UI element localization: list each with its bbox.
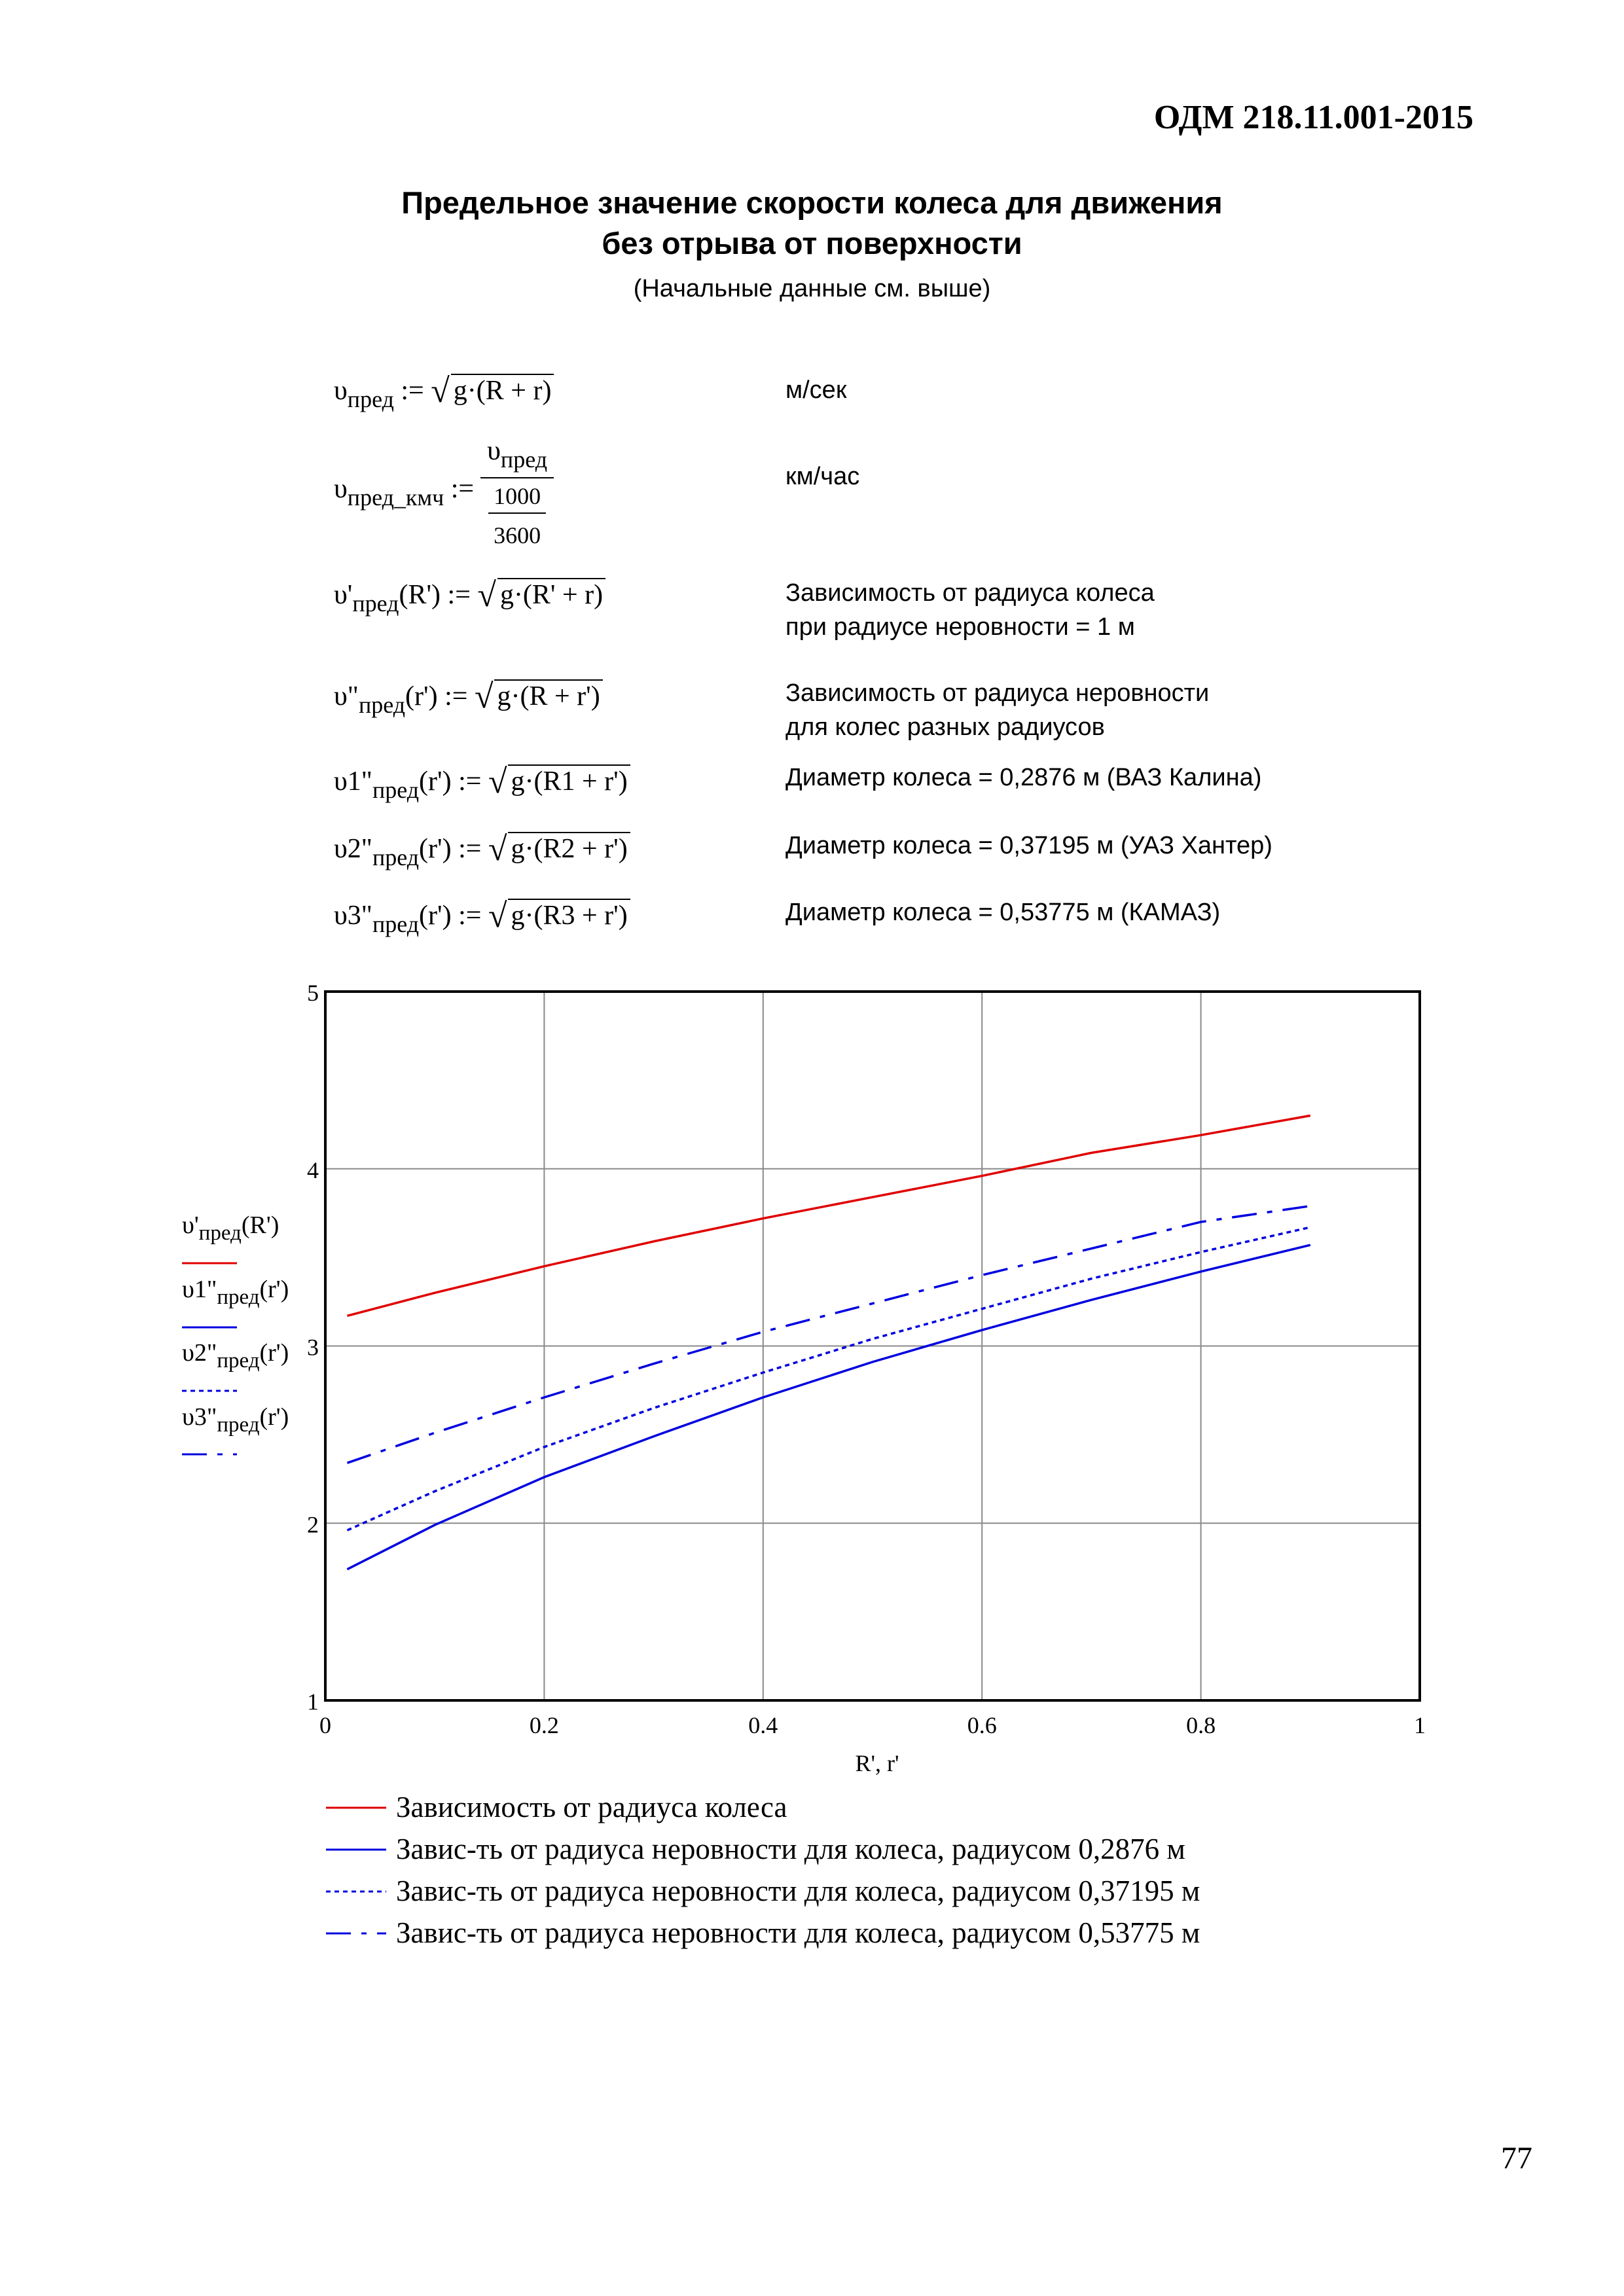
formula-note: Диаметр колеса = 0,53775 м (КАМАЗ) (785, 899, 1221, 926)
y-tick-label: 1 (307, 1689, 319, 1715)
y-tick-label: 4 (307, 1157, 319, 1183)
formula-note: м/сек (785, 376, 847, 404)
formula-v1: υ1"пред(r') := √ g·(R1 + r') (334, 762, 630, 804)
x-tick-label: 0.2 (530, 1712, 559, 1738)
legend-label-3: Завис-ть от радиуса неровности для колес… (396, 1874, 1200, 1907)
document-id: ОДМ 218.11.001-2015 (1153, 99, 1473, 136)
formula-v-pred-kmh: υпред_кмч := υпред 1000 3600 (334, 435, 554, 549)
formula-note: Диаметр колеса = 0,2876 м (ВАЗ Калина) (785, 764, 1262, 791)
page-subtitle: (Начальные данные см. выше) (633, 275, 991, 302)
legend-swatch-4 (326, 1932, 386, 1935)
legend-swatch-1 (326, 1806, 386, 1809)
series-line-4 (346, 1204, 1311, 1464)
x-axis-label: R', r' (856, 1750, 899, 1776)
page-number: 77 (1501, 2141, 1532, 2176)
chart-ticks: 0 0.2 0.4 0.6 0.8 1 1 2 3 4 5 (307, 980, 1426, 1738)
side-legend-v-prime: υ'пред(R') (182, 1211, 280, 1245)
side-legend-v1: υ1"пред(r') (182, 1276, 289, 1309)
side-legend-v2: υ2"пред(r') (182, 1339, 289, 1372)
page-title-line2: без отрыва от поверхности (602, 226, 1022, 260)
y-tick-label: 5 (307, 980, 319, 1006)
x-tick-label: 0.6 (967, 1712, 997, 1738)
chart-series (346, 1114, 1311, 1571)
legend-label-2: Завис-ть от радиуса неровности для колес… (396, 1833, 1185, 1865)
speed-chart: 0 0.2 0.4 0.6 0.8 1 1 2 3 4 5 R', r' (307, 980, 1426, 1776)
legend-label-1: Зависимость от радиуса колеса (396, 1791, 787, 1823)
plot-frame (324, 990, 1421, 1702)
formula-v3: υ3"пред(r') := √ g·(R3 + r') (334, 897, 630, 938)
chart-grid (325, 992, 1420, 1700)
formula-v-prime-R: υ'пред(R') := √ g·(R' + r) (334, 576, 606, 617)
legend-label-4: Завис-ть от радиуса неровности для колес… (396, 1916, 1200, 1949)
formula-note: км/час (785, 463, 860, 490)
x-tick-label: 0 (319, 1712, 331, 1738)
y-tick-label: 2 (307, 1511, 319, 1537)
fraction: υпред 1000 3600 (480, 435, 554, 549)
page-title-line1: Предельное значение скорости колеса для … (401, 185, 1223, 220)
formula-v2: υ2"пред(r') := √ g·(R2 + r') (334, 830, 630, 871)
side-legend-v3: υ3"пред(r') (182, 1403, 289, 1437)
side-legend-swatches (182, 1262, 237, 1456)
series-line-1 (346, 1114, 1311, 1318)
series-line-2 (346, 1244, 1311, 1571)
formula-note: Зависимость от радиуса неровности для кол… (785, 679, 1210, 741)
formula-note: Диаметр колеса = 0,37195 м (УАЗ Хантер) (785, 832, 1272, 859)
legend-swatch-2 (326, 1848, 386, 1851)
x-tick-label: 0.4 (748, 1712, 778, 1738)
legend-swatch-3 (326, 1890, 386, 1893)
formula-v-dprime-r: υ"пред(r') := √ g·(R + r') (334, 677, 603, 719)
formula-v-pred: υпред := √ g·(R + r) (334, 372, 554, 413)
y-tick-label: 3 (307, 1335, 319, 1361)
formula-note: Зависимость от радиуса колеса при радиусе… (785, 579, 1155, 641)
x-tick-label: 0.8 (1186, 1712, 1216, 1738)
x-tick-label: 1 (1414, 1712, 1426, 1738)
series-line-3 (346, 1226, 1311, 1532)
